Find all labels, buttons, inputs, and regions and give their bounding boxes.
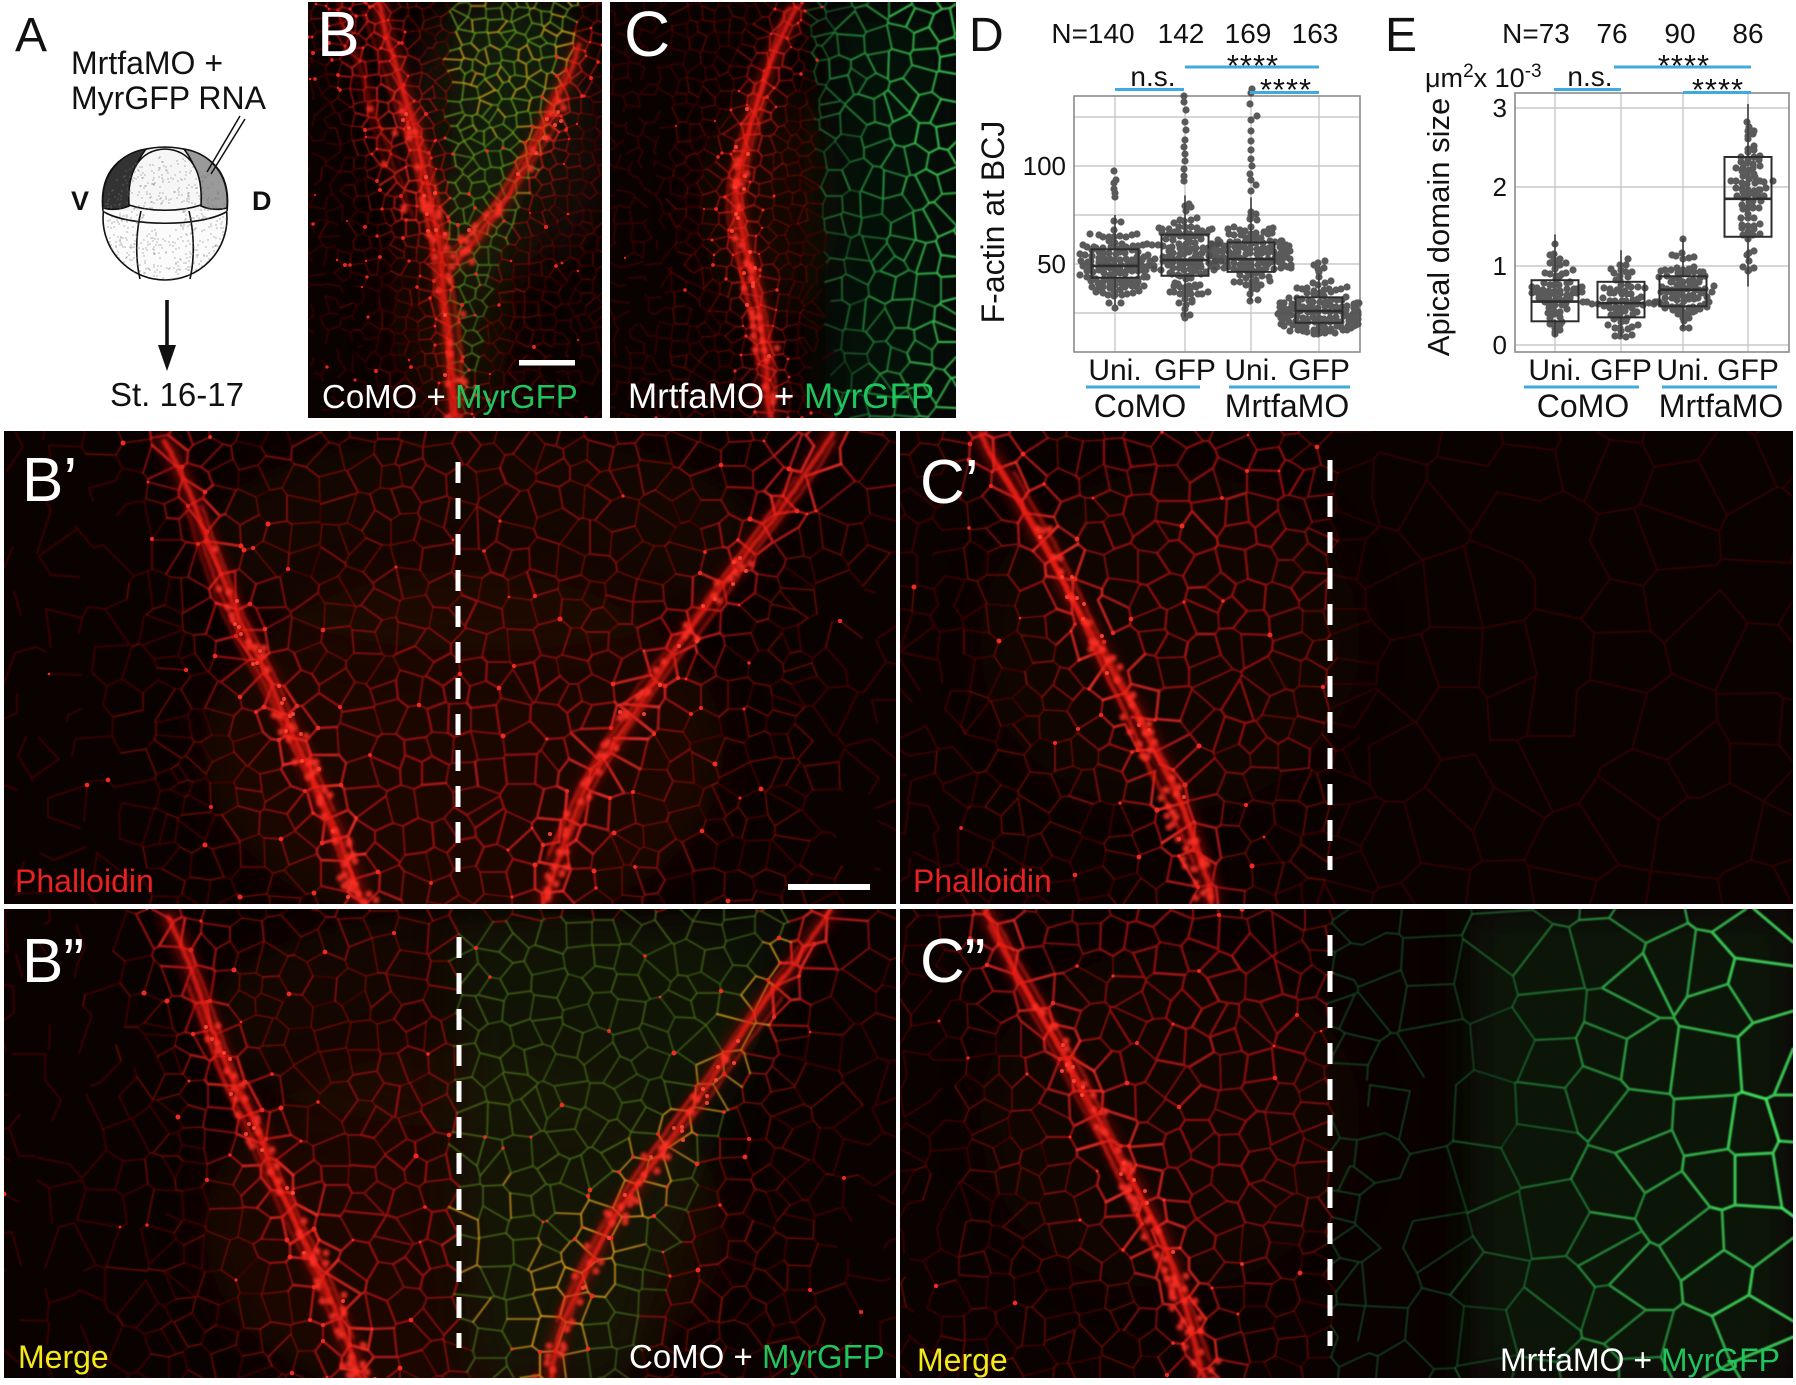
svg-text:D: D — [969, 9, 1004, 62]
svg-text:N=140: N=140 — [1051, 18, 1134, 49]
svg-text:163: 163 — [1292, 18, 1339, 49]
svg-text:GFP: GFP — [1154, 354, 1216, 387]
svg-text:****: **** — [1260, 72, 1312, 107]
svg-text:GFP: GFP — [1590, 354, 1652, 387]
svg-text:Uni.: Uni. — [1088, 354, 1141, 387]
svg-text:3: 3 — [1493, 93, 1507, 123]
svg-text:Uni.: Uni. — [1656, 354, 1709, 387]
svg-text:169: 169 — [1225, 18, 1272, 49]
svg-text:1: 1 — [1493, 251, 1507, 281]
svg-text:V: V — [71, 186, 89, 216]
svg-text:CoMO + MyrGFP: CoMO + MyrGFP — [322, 378, 578, 415]
svg-text:Apical domain size: Apical domain size — [1421, 98, 1456, 356]
svg-text:Merge: Merge — [917, 1342, 1008, 1378]
svg-text:Uni.: Uni. — [1528, 354, 1581, 387]
svg-text:MyrGFP RNA: MyrGFP RNA — [71, 80, 267, 116]
svg-text:GFP: GFP — [1288, 354, 1350, 387]
svg-text:50: 50 — [1037, 249, 1066, 279]
svg-text:n.s.: n.s. — [1567, 61, 1612, 92]
svg-text:E: E — [1385, 9, 1417, 62]
svg-text:MrtfaMO: MrtfaMO — [1225, 388, 1349, 424]
svg-text:B’: B’ — [22, 446, 77, 515]
svg-text:F-actin at BCJ: F-actin at BCJ — [975, 121, 1011, 324]
svg-text:n.s.: n.s. — [1130, 61, 1175, 92]
svg-text:CoMO: CoMO — [1537, 388, 1629, 424]
svg-text:D: D — [252, 186, 272, 216]
svg-text:MrtfaMO + MyrGFP: MrtfaMO + MyrGFP — [628, 377, 934, 416]
svg-text:****: **** — [1692, 72, 1744, 107]
svg-text:CoMO + MyrGFP: CoMO + MyrGFP — [629, 1338, 885, 1375]
svg-text:MrtfaMO + MyrGFP: MrtfaMO + MyrGFP — [1500, 1342, 1780, 1378]
svg-text:Phalloidin: Phalloidin — [15, 863, 154, 899]
svg-text:St. 16-17: St. 16-17 — [110, 376, 244, 413]
svg-text:MrtfaMO: MrtfaMO — [1659, 388, 1783, 424]
svg-text:B: B — [317, 2, 360, 70]
svg-text:A: A — [15, 9, 47, 62]
svg-text:μm2x 10-3: μm2x 10-3 — [1425, 61, 1542, 93]
svg-text:76: 76 — [1596, 18, 1627, 49]
svg-text:Phalloidin: Phalloidin — [913, 863, 1052, 899]
svg-text:0: 0 — [1493, 330, 1507, 360]
svg-text:142: 142 — [1158, 18, 1205, 49]
svg-text:90: 90 — [1664, 18, 1695, 49]
svg-text:B”: B” — [22, 927, 84, 996]
svg-text:Uni.: Uni. — [1224, 354, 1277, 387]
svg-text:2: 2 — [1493, 172, 1507, 202]
svg-text:Merge: Merge — [18, 1339, 109, 1375]
svg-text:100: 100 — [1023, 151, 1066, 181]
svg-text:GFP: GFP — [1717, 354, 1779, 387]
svg-text:86: 86 — [1732, 18, 1763, 49]
svg-text:C’: C’ — [920, 448, 979, 517]
svg-text:MrtfaMO +: MrtfaMO + — [71, 45, 223, 81]
svg-text:CoMO: CoMO — [1094, 388, 1186, 424]
svg-text:C”: C” — [920, 927, 985, 996]
svg-text:N=73: N=73 — [1502, 18, 1570, 49]
svg-text:C: C — [624, 2, 670, 70]
